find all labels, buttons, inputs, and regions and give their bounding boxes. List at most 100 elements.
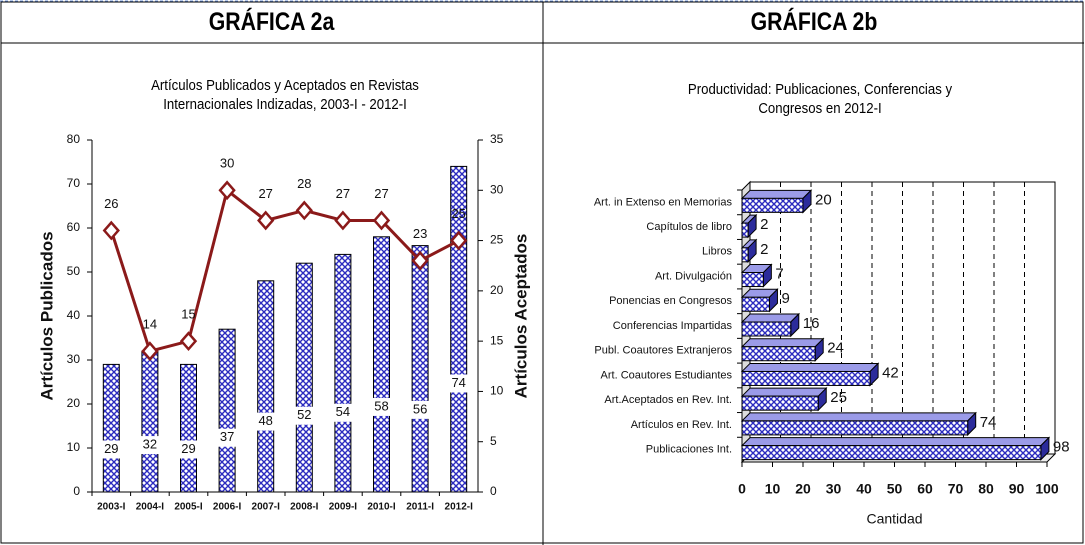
bar <box>334 253 352 493</box>
y-tick-label: Publ. Coautores Extranjeros <box>594 345 732 357</box>
data-label: 16 <box>803 315 820 332</box>
y-tick-label: Art. in Extenso en Memorias <box>594 196 733 208</box>
data-label: 25 <box>830 389 847 406</box>
header: GRÁFICA 2b <box>750 8 878 36</box>
bar <box>218 328 236 493</box>
header: GRÁFICA 2a <box>208 8 335 36</box>
y-tick-label: Art. Coautores Estudiantes <box>601 369 733 381</box>
data-label: 9 <box>781 290 789 307</box>
y-tick-label: Capítulos de libro <box>646 221 732 233</box>
marker <box>372 210 391 231</box>
data-label: 20 <box>815 191 832 208</box>
x-tick-label: 20 <box>795 481 811 497</box>
x-tick-label: 60 <box>917 481 933 497</box>
data-label: 15 <box>181 307 195 322</box>
line <box>109 187 460 354</box>
y-tick-label: 70 <box>67 176 81 190</box>
y-tick-label: 50 <box>67 264 81 278</box>
data-label: 26 <box>104 196 118 211</box>
y2-tick-label: 10 <box>490 384 504 398</box>
bar-top <box>740 189 813 199</box>
bar <box>257 280 275 493</box>
label-bg <box>410 400 431 419</box>
y-tick-label: 20 <box>67 396 81 410</box>
x-tick-label: 90 <box>1009 481 1025 497</box>
data-label: 27 <box>336 186 350 201</box>
bar <box>373 236 390 493</box>
y-axis-label: Artículos Publicados <box>37 231 56 400</box>
y-tick-label: Artículos en Rev. Int. <box>631 419 732 431</box>
bar-top <box>740 387 828 397</box>
x-tick-label: 2008-I <box>290 502 319 513</box>
x-tick-label: 80 <box>978 481 994 497</box>
y2-tick-label: 5 <box>490 434 497 448</box>
label-bg <box>448 374 469 393</box>
y-tick-label: Ponencias en Congresos <box>609 295 732 307</box>
data-label: 52 <box>297 407 311 422</box>
marker <box>450 230 468 251</box>
data-label: 7 <box>775 266 783 283</box>
data-label: 54 <box>336 404 350 419</box>
data-label: 27 <box>374 186 388 201</box>
marker <box>411 250 429 271</box>
bar <box>741 272 764 288</box>
x-tick-label: 0 <box>738 481 746 497</box>
x-tick-label: 10 <box>765 481 781 497</box>
y-tick-label: Libros <box>702 246 732 258</box>
y2-tick-label: 0 <box>490 484 497 498</box>
data-label: 2 <box>760 216 768 233</box>
x-tick-label: 50 <box>887 481 903 497</box>
marker <box>141 341 159 362</box>
x-tick-label: 2005-I <box>174 502 203 513</box>
bar <box>741 247 749 263</box>
marker <box>334 210 352 231</box>
y2-tick-label: 35 <box>490 132 504 146</box>
marker <box>102 220 120 241</box>
data-label: 25 <box>451 206 465 221</box>
data-label: 58 <box>374 398 388 413</box>
label-bg <box>332 403 353 422</box>
bar <box>741 296 770 312</box>
x-tick-label: 2006-I <box>213 502 242 513</box>
data-label: 42 <box>882 364 899 381</box>
y2-tick-label: 30 <box>490 182 504 196</box>
y-tick-label: 40 <box>67 308 81 322</box>
data-label: 37 <box>220 429 234 444</box>
data-label: 24 <box>827 340 844 357</box>
y-tick-label: 60 <box>67 220 81 234</box>
data-label: 28 <box>297 176 311 191</box>
data-label: 98 <box>1053 439 1070 456</box>
x-tick-label: 2011-I <box>406 502 434 513</box>
data-label: 29 <box>181 441 195 456</box>
bar <box>741 370 871 386</box>
bar <box>741 197 804 213</box>
x-tick-label: 2007-I <box>252 502 281 513</box>
bar <box>411 245 429 493</box>
x-tick-label: 100 <box>1035 481 1059 497</box>
x-tick-label: 2003-I <box>97 502 126 513</box>
x-tick-label: 2010-I <box>367 502 396 513</box>
label-bg <box>217 428 238 447</box>
marker <box>218 180 236 201</box>
x-axis-label: Cantidad <box>866 511 922 527</box>
y2-tick-label: 20 <box>490 283 504 297</box>
label-bg <box>294 406 315 425</box>
marker <box>257 210 275 231</box>
bar <box>741 321 792 337</box>
y2-tick-label: 15 <box>490 333 504 347</box>
label-bg <box>371 397 392 416</box>
y-tick-label: Art. Divulgación <box>655 270 732 282</box>
y2-tick-label: 25 <box>490 233 504 247</box>
x-tick-label: 30 <box>826 481 842 497</box>
label-bg <box>255 412 276 431</box>
x-tick-label: 2012-I <box>445 502 474 513</box>
data-label: 27 <box>258 186 272 201</box>
bar <box>741 346 816 362</box>
label-bg <box>178 440 199 459</box>
data-label: 14 <box>143 317 157 332</box>
bar <box>741 445 1042 461</box>
bar <box>180 363 197 493</box>
bar <box>102 363 120 493</box>
